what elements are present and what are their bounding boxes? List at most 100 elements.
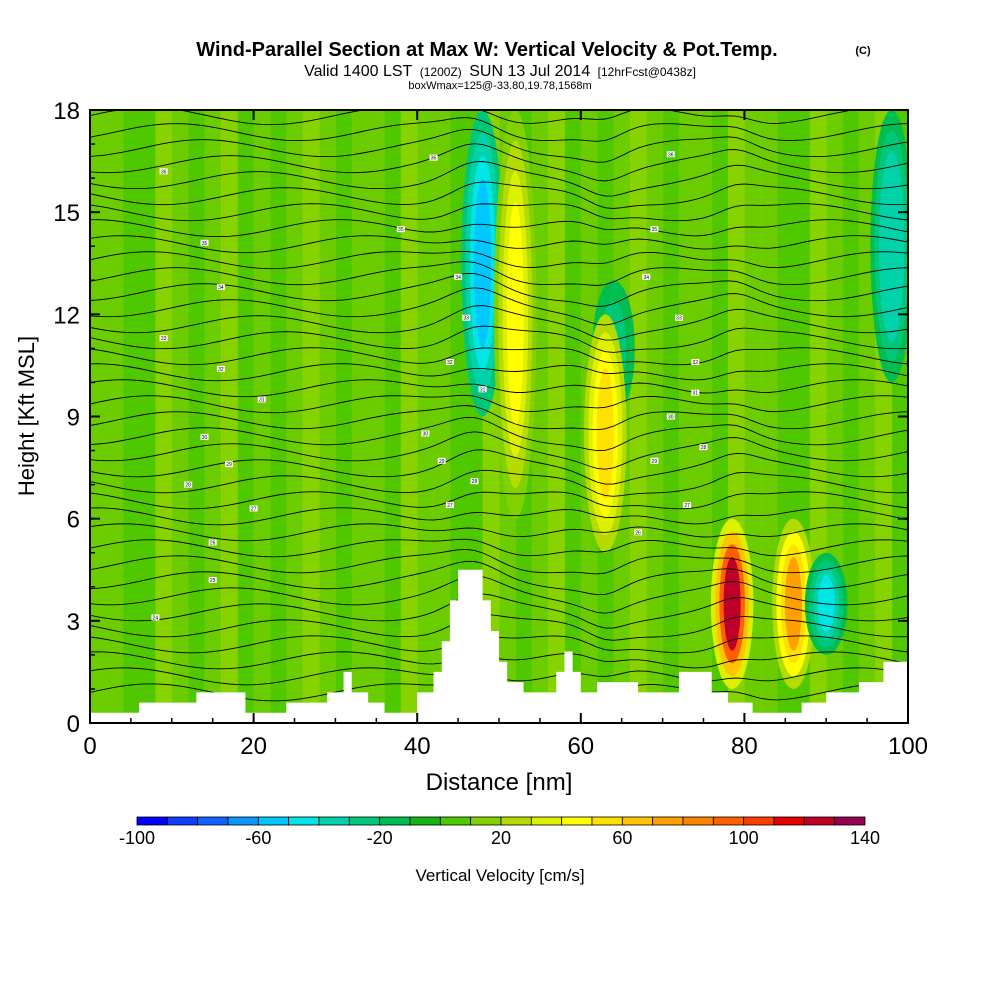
isentrope-label-bg bbox=[200, 239, 209, 246]
isentrope-line bbox=[90, 235, 908, 254]
downdraft-column bbox=[461, 110, 504, 417]
x-tick-label: 60 bbox=[567, 733, 594, 760]
isentrope-line bbox=[90, 143, 908, 182]
isentrope-label: 33 bbox=[674, 314, 683, 322]
isentrope-label-bg bbox=[454, 273, 463, 280]
isentrope-labels: 36 36 36 35 35 35 34 34 34 33 33 33 32 32 32 31 31 31 30 30… bbox=[151, 151, 708, 621]
isentrope-label: 28 bbox=[470, 478, 479, 485]
colorbar-swatch bbox=[682, 816, 714, 826]
updraft-column bbox=[710, 518, 754, 689]
velocity-band bbox=[319, 110, 336, 723]
isentrope-line bbox=[90, 261, 908, 286]
isentrope-label-bg bbox=[216, 365, 225, 372]
isentrope-label-text: 27 bbox=[447, 503, 453, 509]
x-tick-label: 100 bbox=[888, 733, 928, 760]
isentrope-label-text: 36 bbox=[161, 169, 167, 175]
subtitle-utc: (1200Z) bbox=[420, 65, 462, 79]
colorbar-swatch bbox=[257, 816, 290, 826]
isentrope-label: 27 bbox=[249, 505, 258, 512]
y-tick-label: 9 bbox=[67, 405, 80, 432]
isentrope-label: 26 bbox=[208, 539, 217, 547]
isentrope-label: 30 bbox=[200, 433, 209, 441]
colorbar-tick-label: 140 bbox=[850, 828, 880, 848]
isentrope-label-text: 29 bbox=[652, 459, 658, 465]
isentrope-line bbox=[90, 491, 908, 510]
isentrope-label: 36 bbox=[159, 168, 168, 175]
isentrope-label: 34 bbox=[642, 273, 651, 281]
isentrope-line bbox=[90, 593, 908, 629]
isentrope-label: 31 bbox=[478, 386, 487, 393]
y-tick-label: 0 bbox=[67, 711, 80, 738]
isentrope-label-text: 33 bbox=[463, 316, 469, 322]
isentrope-label: 35 bbox=[200, 239, 209, 247]
plot-area: 36 36 36 35 35 35 34 34 34 33 33 33 32 32 32 31 31 31 30 30… bbox=[90, 110, 908, 723]
velocity-band bbox=[351, 110, 369, 723]
isentrope-label: 31 bbox=[691, 389, 700, 397]
colorbar-tick-label: -20 bbox=[367, 828, 393, 848]
colorbar-swatch bbox=[379, 816, 411, 826]
isentrope-label-text: 31 bbox=[693, 391, 699, 397]
y-tick-label: 15 bbox=[53, 200, 80, 227]
y-tick-label: 12 bbox=[53, 302, 80, 329]
isentrope-line bbox=[90, 575, 908, 614]
velocity-band bbox=[678, 110, 696, 723]
isentrope-line bbox=[90, 416, 908, 452]
isentropes bbox=[90, 110, 908, 702]
isentrope-line bbox=[90, 181, 908, 209]
isentrope-label-text: 29 bbox=[439, 459, 445, 465]
isentrope-label-bg bbox=[249, 505, 258, 512]
subtitle-date: SUN 13 Jul 2014 bbox=[469, 63, 590, 80]
x-axis: 0 20 40 60 80 100 bbox=[83, 110, 928, 760]
isentrope-label-bg bbox=[184, 481, 193, 488]
colorbar-swatch bbox=[561, 816, 593, 826]
colorbar-swatch bbox=[591, 816, 623, 826]
isentrope-line bbox=[90, 431, 908, 470]
colorbar-swatch bbox=[530, 816, 563, 826]
x-tick-label: 40 bbox=[404, 733, 431, 760]
colorbar-swatch bbox=[227, 816, 259, 826]
isentrope-label-bg bbox=[216, 284, 225, 291]
velocity-band bbox=[220, 110, 238, 723]
isentrope-label: 29 bbox=[225, 461, 234, 468]
isentrope-label: 35 bbox=[396, 226, 405, 233]
isentrope-label-text: 26 bbox=[635, 530, 641, 536]
isentrope-label-bg bbox=[462, 314, 471, 321]
isentrope-label-bg bbox=[257, 396, 266, 403]
colorbar-swatch bbox=[166, 816, 199, 826]
isentrope-line bbox=[90, 363, 908, 382]
isentrope-label: 28 bbox=[699, 444, 708, 451]
colorbar-swatch bbox=[348, 816, 381, 826]
isentrope-label: 36 bbox=[429, 154, 438, 162]
updraft-contour bbox=[596, 367, 614, 500]
colorbar-tick-label: 20 bbox=[491, 828, 511, 848]
isentrope-label: 34 bbox=[216, 284, 225, 291]
isentrope-label-bg bbox=[445, 502, 454, 509]
colorbar-swatch bbox=[318, 816, 350, 826]
isentrope-label-bg bbox=[691, 359, 700, 366]
isentrope-label-bg bbox=[691, 389, 700, 396]
x-axis-label: Distance [nm] bbox=[426, 769, 573, 796]
isentrope-label: 34 bbox=[454, 273, 463, 281]
isentrope-label-bg bbox=[666, 413, 675, 420]
velocity-band bbox=[548, 110, 565, 723]
chart-box-info: boxWmax=125@-33.80,19.78,1568m bbox=[408, 80, 591, 92]
colorbar-swatch bbox=[136, 816, 168, 826]
isentrope-label: 25 bbox=[208, 576, 217, 584]
colorbar-tick-label: -60 bbox=[245, 828, 271, 848]
y-tick-label: 6 bbox=[67, 507, 80, 534]
isentrope-label-bg bbox=[159, 335, 168, 342]
isentrope-label-text: 31 bbox=[259, 397, 265, 403]
velocity-band bbox=[204, 110, 222, 723]
subtitle-forecast: [12hrFcst@0438z] bbox=[598, 65, 696, 79]
isentrope-line bbox=[90, 305, 908, 341]
terrain bbox=[90, 569, 908, 723]
y-axis-label: Height [Kft MSL] bbox=[14, 336, 39, 496]
y-tick-label: 3 bbox=[67, 609, 80, 636]
isentrope-label-text: 34 bbox=[455, 275, 461, 281]
isentrope-line bbox=[90, 538, 908, 558]
isentrope-label: 31 bbox=[257, 396, 266, 403]
colorbar-swatch bbox=[500, 816, 532, 826]
isentrope-line bbox=[90, 379, 908, 398]
velocity-band bbox=[302, 110, 320, 723]
isentrope-label-text: 36 bbox=[431, 156, 437, 162]
